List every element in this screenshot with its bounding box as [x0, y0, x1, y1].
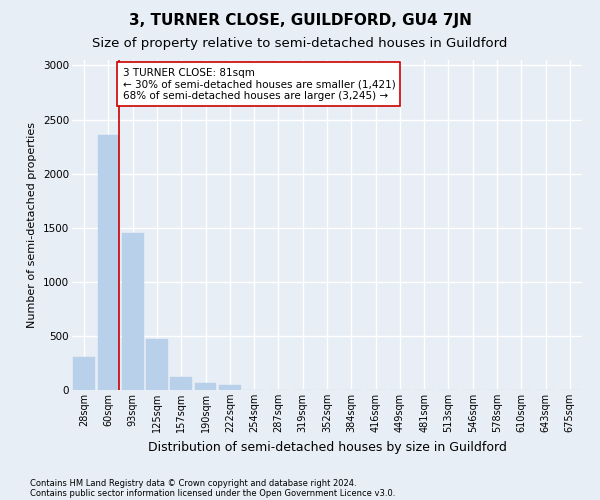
- X-axis label: Distribution of semi-detached houses by size in Guildford: Distribution of semi-detached houses by …: [148, 440, 506, 454]
- Bar: [146, 338, 168, 390]
- Bar: [219, 385, 241, 390]
- Bar: [73, 357, 95, 390]
- Bar: [170, 377, 192, 390]
- Text: Contains public sector information licensed under the Open Government Licence v3: Contains public sector information licen…: [30, 488, 395, 498]
- Bar: [194, 383, 217, 390]
- Text: Size of property relative to semi-detached houses in Guildford: Size of property relative to semi-detach…: [92, 38, 508, 51]
- Text: Contains HM Land Registry data © Crown copyright and database right 2024.: Contains HM Land Registry data © Crown c…: [30, 478, 356, 488]
- Y-axis label: Number of semi-detached properties: Number of semi-detached properties: [28, 122, 37, 328]
- Text: 3, TURNER CLOSE, GUILDFORD, GU4 7JN: 3, TURNER CLOSE, GUILDFORD, GU4 7JN: [128, 12, 472, 28]
- Bar: [122, 232, 143, 390]
- Bar: [97, 134, 119, 390]
- Text: 3 TURNER CLOSE: 81sqm
← 30% of semi-detached houses are smaller (1,421)
68% of s: 3 TURNER CLOSE: 81sqm ← 30% of semi-deta…: [122, 68, 395, 101]
